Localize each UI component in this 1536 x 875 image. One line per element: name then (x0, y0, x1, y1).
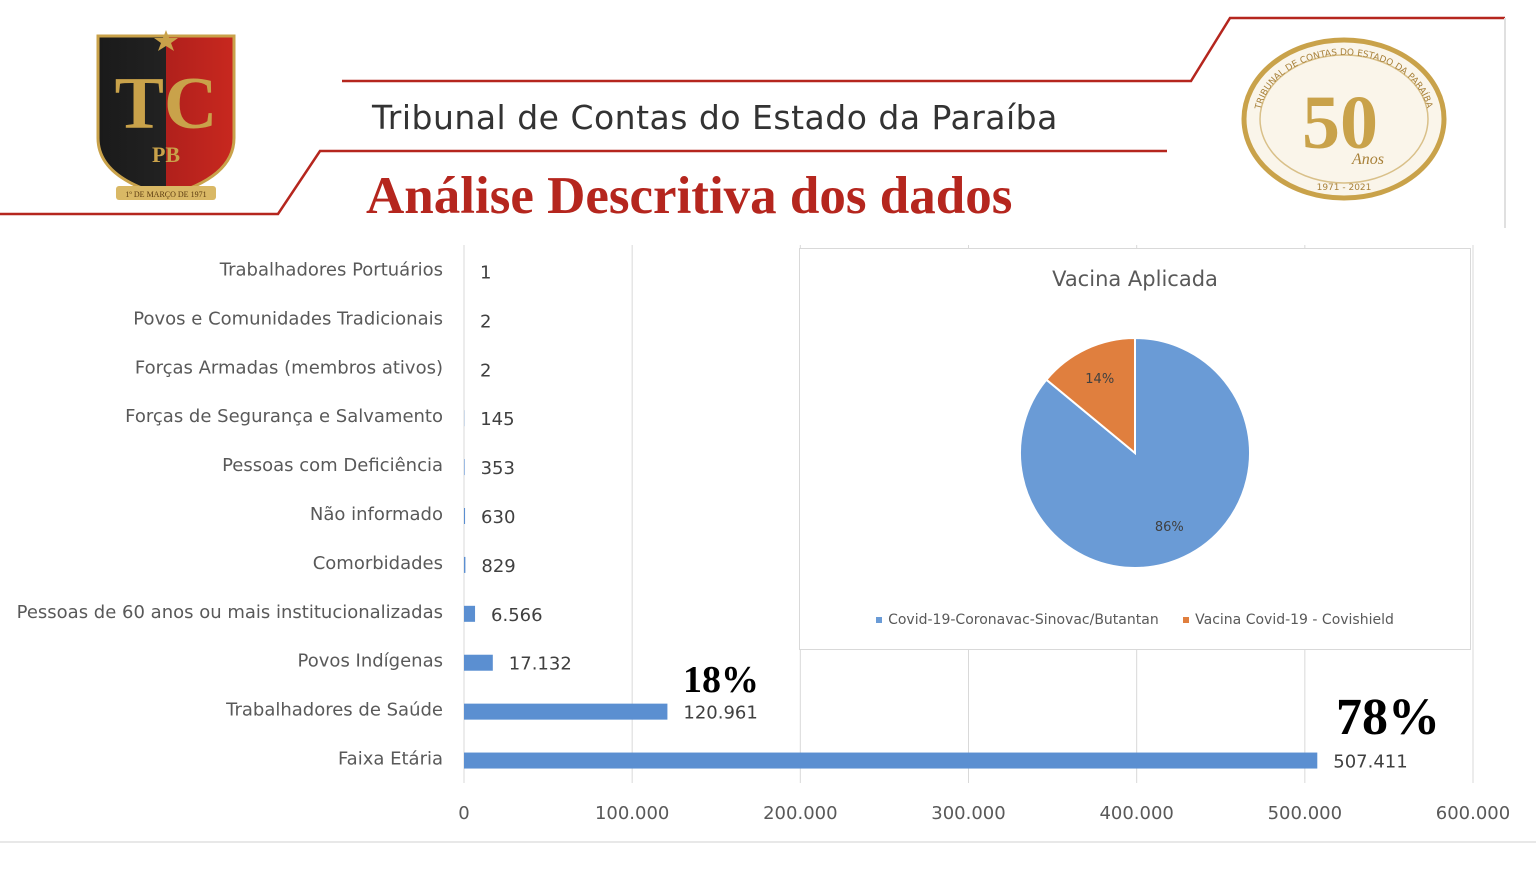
bar-value-label-4: 353 (481, 458, 515, 479)
legend-swatch-covishield (1183, 617, 1190, 623)
category-label-9: Trabalhadores de Saúde (225, 700, 443, 721)
x-tick-label-5: 500.000 (1268, 803, 1342, 824)
logo-monogram: TC (115, 63, 218, 145)
category-label-10: Faixa Etária (338, 749, 443, 770)
bar-10 (464, 752, 1318, 769)
seal-anos: Anos (1351, 151, 1384, 168)
bar-7 (464, 605, 476, 622)
pie-chart-title: Vacina Aplicada (1052, 267, 1218, 291)
organization-name: Tribunal de Contas do Estado da Paraíba (372, 98, 1058, 137)
x-tick-label-3: 300.000 (931, 803, 1005, 824)
vaccine-pie-chart-panel: Vacina Aplicada 86% 14% Covid-19-Coronava… (799, 248, 1471, 650)
chart-bars (464, 263, 1318, 769)
category-label-8: Povos Indígenas (298, 651, 443, 672)
category-label-6: Comorbidades (313, 553, 443, 574)
legend-swatch-coronavac (876, 617, 883, 623)
category-label-2: Forças Armadas (membros ativos) (135, 357, 443, 378)
tce-pb-shield-logo: TC PB 1º DE MARÇO DE 1971 (96, 30, 236, 200)
legend-label-covishield: Vacina Covid-19 - Covishield (1195, 612, 1394, 628)
annotation-18-percent: 18% (683, 659, 759, 701)
x-tick-label-2: 200.000 (763, 803, 837, 824)
bottom-divider (0, 841, 1536, 843)
seal-years: 1971 - 2021 (1317, 183, 1372, 193)
bar-value-label-2: 2 (480, 360, 491, 381)
bar-value-label-10: 507.411 (1333, 752, 1407, 773)
bar-value-label-1: 2 (480, 311, 491, 332)
x-tick-label-6: 600.000 (1436, 803, 1510, 824)
legend-label-coronavac: Covid-19-Coronavac-Sinovac/Butantan (888, 612, 1159, 628)
bar-6 (464, 556, 466, 573)
bar-value-label-7: 6.566 (491, 605, 543, 626)
legend-item-coronavac: Covid-19-Coronavac-Sinovac/Butantan (876, 612, 1159, 628)
category-label-5: Não informado (310, 504, 443, 525)
x-tick-label-1: 100.000 (595, 803, 669, 824)
chart-labels: 0 100.000 200.000 300.000 400.000 500.000 600.… (17, 259, 1511, 824)
pie-chart-legend: Covid-19-Coronavac-Sinovac/Butantan Vaci… (800, 612, 1470, 628)
fifty-years-seal-logo: TRIBUNAL DE CONTAS DO ESTADO DA PARAÍBA … (1241, 37, 1447, 201)
slide-title: Análise Descritiva dos dados (366, 167, 1013, 225)
legend-item-covishield: Vacina Covid-19 - Covishield (1183, 612, 1394, 628)
category-label-4: Pessoas com Deficiência (222, 455, 443, 476)
bar-9 (464, 703, 668, 720)
bar-value-label-0: 1 (480, 262, 491, 283)
category-label-0: Trabalhadores Portuários (219, 259, 443, 280)
bar-5 (464, 508, 466, 524)
vaccination-group-bar-chart: 0 100.000 200.000 300.000 400.000 500.000 600.… (17, 245, 1511, 824)
header-decoration (0, 16, 1506, 228)
pie-value-label-1: 14% (1085, 372, 1114, 387)
category-label-1: Povos e Comunidades Tradicionais (133, 308, 443, 329)
bar-value-label-6: 829 (481, 556, 515, 577)
x-tick-label-0: 0 (458, 803, 469, 824)
bar-value-label-8: 17.132 (509, 654, 572, 675)
logo-date-ribbon: 1º DE MARÇO DE 1971 (125, 190, 206, 199)
x-tick-label-4: 400.000 (1099, 803, 1173, 824)
bar-8 (464, 654, 493, 671)
pie-slice-1 (1044, 336, 1136, 456)
bar-value-label-3: 145 (480, 409, 514, 430)
pie-value-label-0: 86% (1155, 520, 1184, 535)
seal-fifty: 50 (1302, 81, 1378, 165)
annotation-78-percent: 78% (1336, 689, 1440, 746)
logo-state: PB (152, 142, 180, 167)
bar-4 (464, 459, 465, 476)
bar-value-label-9: 120.961 (683, 703, 757, 724)
vaccine-pie-chart: 86% 14% (1019, 336, 1251, 569)
category-label-7: Pessoas de 60 anos ou mais institucional… (17, 602, 443, 623)
category-label-3: Forças de Segurança e Salvamento (125, 406, 443, 427)
bar-value-label-5: 630 (481, 507, 515, 528)
